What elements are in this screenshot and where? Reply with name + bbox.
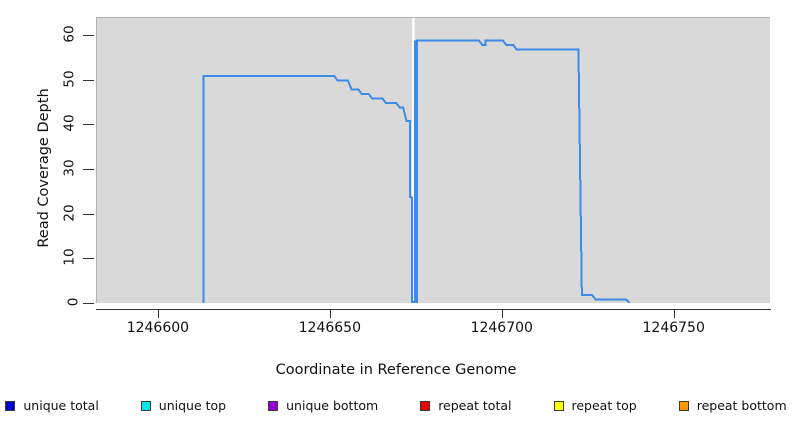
legend-label: unique top <box>158 398 227 413</box>
x-tick-label: 1246600 <box>126 320 190 336</box>
coverage-plot-svg <box>97 18 770 303</box>
x-tick-mark <box>157 309 159 318</box>
legend-swatch-icon <box>553 400 564 411</box>
x-tick-mark <box>673 309 675 318</box>
legend-label: unique total <box>23 398 99 413</box>
legend-label: repeat total <box>438 398 512 413</box>
x-tick-label: 1246700 <box>470 320 533 336</box>
plot-panel <box>96 17 770 303</box>
chart-legend: unique total unique top unique bottom repea… <box>0 398 792 413</box>
legend-swatch-icon <box>5 400 16 411</box>
data-gap-column <box>412 18 415 301</box>
y-tick-label: 10 <box>61 248 78 266</box>
y-tick-label: 30 <box>61 159 78 177</box>
legend-item[interactable]: unique bottom <box>268 398 378 413</box>
legend-swatch-icon <box>268 400 279 411</box>
x-axis-line <box>96 309 771 310</box>
legend-swatch-icon <box>678 400 689 411</box>
legend-item[interactable]: repeat total <box>420 398 512 413</box>
y-tick-mark <box>83 213 94 215</box>
legend-item[interactable]: repeat bottom <box>678 398 787 413</box>
legend-label: unique bottom <box>286 398 379 413</box>
y-tick-mark <box>83 79 94 81</box>
legend-item[interactable]: repeat top <box>553 398 637 413</box>
y-tick-mark <box>83 34 94 36</box>
y-tick-label: 40 <box>61 114 78 132</box>
x-tick-label: 1246650 <box>298 320 362 336</box>
legend-label: repeat bottom <box>696 398 787 413</box>
legend-item[interactable]: unique total <box>5 398 99 413</box>
y-tick-label: 50 <box>61 69 78 88</box>
x-tick-mark <box>501 309 503 318</box>
legend-swatch-icon <box>420 400 431 411</box>
y-tick-label: 60 <box>61 25 78 43</box>
legend-item[interactable]: unique top <box>140 398 227 413</box>
y-tick-mark <box>83 258 94 260</box>
legend-label: repeat top <box>571 398 637 413</box>
y-tick-label: 20 <box>61 204 78 222</box>
x-tick-mark <box>329 309 331 318</box>
y-tick-mark <box>83 124 94 126</box>
y-tick-mark <box>83 168 94 170</box>
x-axis-title: Coordinate in Reference Genome <box>275 362 517 378</box>
x-tick-label: 1246750 <box>642 320 705 336</box>
y-tick-label: 0 <box>65 297 82 307</box>
series-line-unique-total <box>97 39 770 303</box>
y-tick-mark <box>83 303 94 304</box>
legend-swatch-icon <box>140 400 151 411</box>
